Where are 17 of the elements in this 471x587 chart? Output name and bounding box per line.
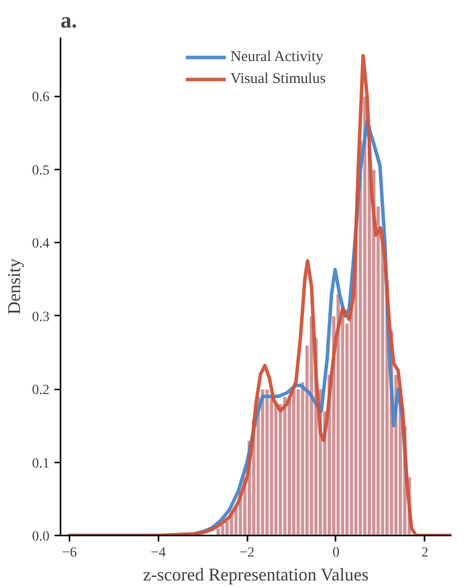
x-axis-title: z-scored Representation Values — [143, 564, 369, 584]
y-tick-label: 0.4 — [32, 236, 50, 252]
legend-label: Visual Stimulus — [230, 70, 326, 88]
y-tick-label: 0.2 — [32, 383, 50, 398]
chart-title: a. — [60, 8, 77, 32]
y-tick-label: 0.0 — [32, 530, 50, 544]
legend-label: Neural Activity — [230, 48, 324, 66]
x-tick-label: −4 — [150, 546, 166, 560]
y-axis-title: Density — [4, 258, 24, 314]
x-tick-label: 2 — [421, 546, 428, 560]
y-tick-label: 0.5 — [32, 163, 50, 178]
x-tick-label: −6 — [62, 546, 77, 560]
y-tick-label: 0.6 — [32, 90, 50, 106]
x-tick-label: 0 — [332, 546, 340, 560]
y-tick-label: 0.3 — [32, 310, 50, 325]
y-tick-label: 0.1 — [32, 456, 50, 472]
x-tick-label: −2 — [240, 546, 255, 560]
